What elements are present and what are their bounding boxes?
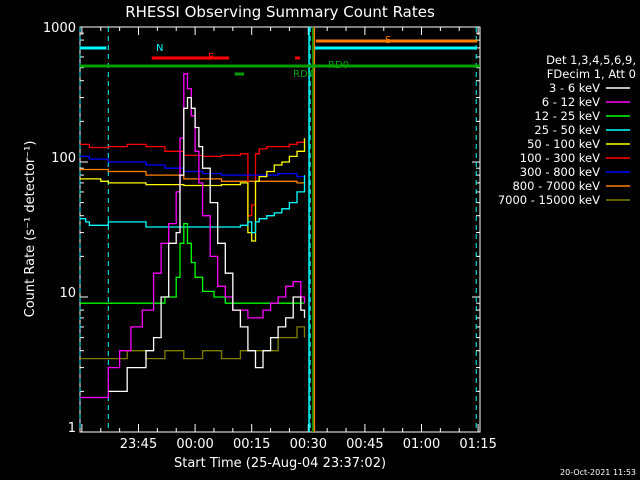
series-line-7000-15000-kev bbox=[80, 326, 306, 360]
series-line-6-12-kev bbox=[80, 73, 306, 399]
x-tick-label-0000: 00:00 bbox=[176, 437, 213, 452]
saa-label: S bbox=[385, 35, 391, 46]
series-lines bbox=[80, 73, 306, 399]
footer-date: 20-Oct-2021 11:53 bbox=[560, 468, 636, 477]
y-tick-label-1: 1 bbox=[68, 421, 76, 436]
legend-label-8: 7000 - 15000 keV bbox=[498, 193, 600, 207]
x-tick-label-0015: 00:15 bbox=[233, 437, 270, 452]
series-line-25-50-kev bbox=[80, 175, 306, 234]
y-tick-label-1000: 1000 bbox=[43, 21, 76, 36]
legend-label-4: 50 - 100 keV bbox=[527, 137, 600, 151]
decim-label-rd0: RD0 bbox=[328, 60, 349, 71]
x-tick-label-2345: 23:45 bbox=[120, 437, 157, 452]
x-tick-label-0100: 01:00 bbox=[403, 437, 440, 452]
x-tick-label-0030: 00:30 bbox=[290, 437, 327, 452]
decim-label-rd4: RD4 bbox=[293, 69, 314, 80]
legend-label-1: 6 - 12 keV bbox=[542, 95, 600, 109]
legend-label-2: 12 - 25 keV bbox=[534, 109, 600, 123]
legend-header-2: FDecim 1, Att 0 bbox=[547, 67, 636, 81]
legend-header-1: Det 1,3,4,5,6,9, bbox=[546, 53, 636, 67]
chart-title: RHESSI Observing Summary Count Rates bbox=[125, 3, 435, 21]
series-line-50-100-kev bbox=[80, 138, 306, 242]
legend-label-3: 25 - 50 keV bbox=[534, 123, 600, 137]
legend-label-6: 300 - 800 keV bbox=[520, 165, 600, 179]
x-tick-label-0045: 00:45 bbox=[346, 437, 383, 452]
flare-label: F bbox=[208, 52, 214, 63]
night-label: N bbox=[156, 43, 163, 54]
series-line-3-6-kev bbox=[108, 96, 306, 393]
legend-label-5: 100 - 300 keV bbox=[520, 151, 600, 165]
series-line-12-25-kev bbox=[80, 222, 305, 304]
legend-label-7: 800 - 7000 keV bbox=[512, 179, 600, 193]
orbit-markers bbox=[79, 27, 480, 432]
y-axis-label: Count Rate (s⁻¹ detector⁻¹) bbox=[23, 141, 38, 318]
legend-label-0: 3 - 6 keV bbox=[549, 81, 600, 95]
series-line-300-800-kev bbox=[80, 155, 306, 179]
series-line-100-300-kev bbox=[80, 138, 306, 217]
y-tick-label-100: 100 bbox=[51, 151, 76, 166]
x-tick-label-0115: 01:15 bbox=[459, 437, 496, 452]
y-tick-label-10: 10 bbox=[59, 286, 76, 301]
axis-ticks bbox=[80, 26, 480, 433]
x-axis-label: Start Time (25-Aug-04 23:37:02) bbox=[174, 456, 386, 471]
series-line-800-7000-kev bbox=[80, 168, 305, 184]
